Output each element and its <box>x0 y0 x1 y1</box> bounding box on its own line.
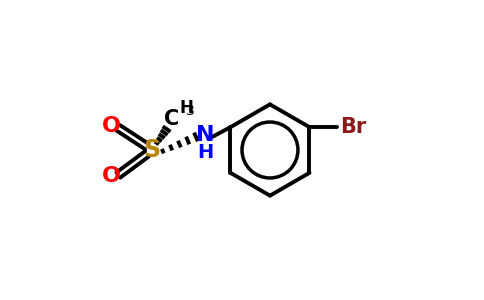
Text: N: N <box>196 125 215 145</box>
Text: S: S <box>144 138 161 162</box>
Text: H: H <box>197 143 213 162</box>
Text: O: O <box>102 116 121 136</box>
Text: O: O <box>102 167 121 187</box>
Text: Br: Br <box>340 117 366 137</box>
Text: 3: 3 <box>186 104 195 118</box>
Text: H: H <box>180 99 194 117</box>
Text: C: C <box>164 109 179 129</box>
